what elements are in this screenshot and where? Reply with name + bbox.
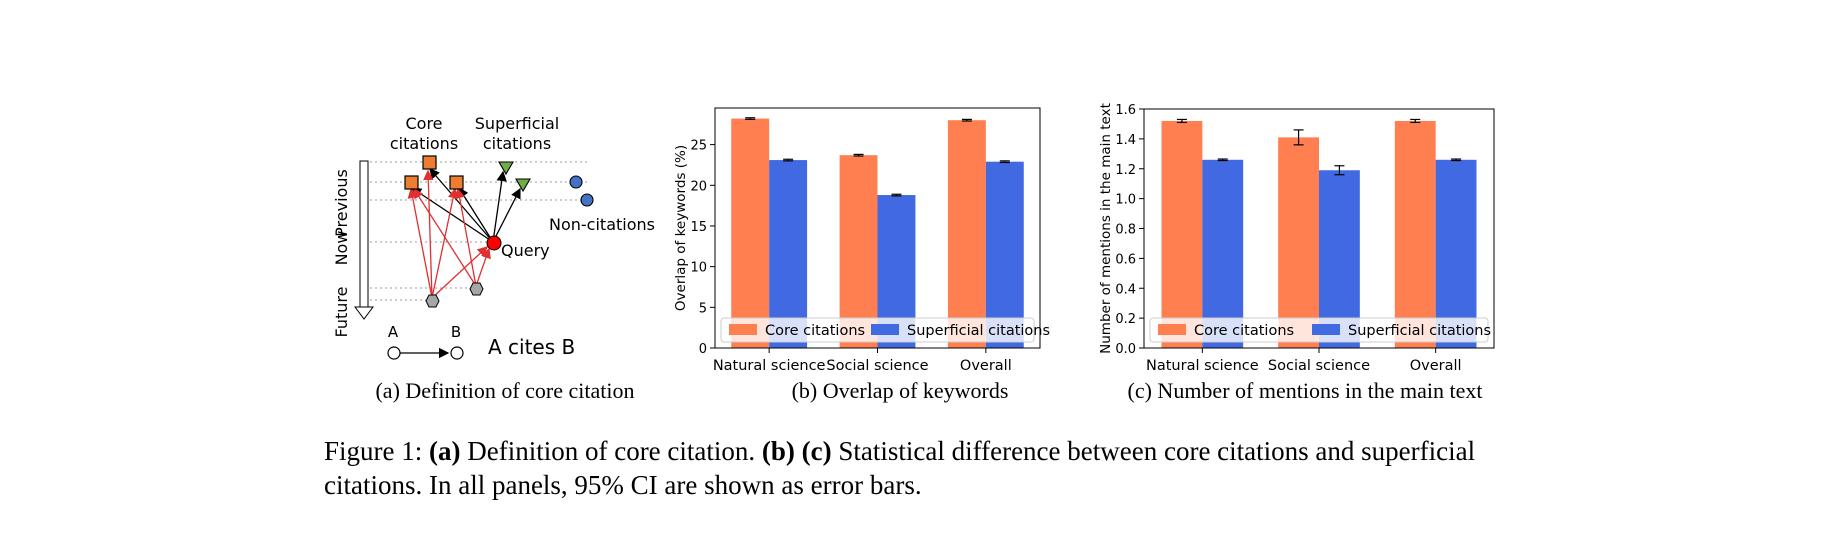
caption-prefix: Figure 1:	[324, 436, 429, 466]
non-citation-node	[580, 193, 594, 207]
x-tick-label: Social science	[1268, 358, 1370, 374]
time-label-now: Now	[332, 231, 351, 266]
legend-node-a	[387, 346, 401, 360]
legend-label: Core citations	[1194, 323, 1294, 339]
core-citation-node	[449, 175, 464, 190]
core-citations-label-2: citations	[390, 134, 458, 153]
subcaption-c: (c) Number of mentions in the main text	[1127, 378, 1483, 403]
query-label: Query	[501, 241, 550, 260]
bar	[1394, 120, 1436, 348]
legend-swatch	[729, 324, 757, 335]
core-citation-node	[422, 155, 437, 170]
time-label-previous: Previous	[332, 169, 351, 237]
future-citation-arrows	[407, 169, 491, 299]
legend-label: Superficial citations	[1348, 323, 1491, 339]
bar	[769, 160, 808, 348]
time-axis-arrow	[354, 160, 374, 320]
bar	[1161, 120, 1203, 348]
chart-b-panel: Core citations Superficial citations 0 5 10 1…	[660, 90, 1060, 380]
y-tick-label: 15	[690, 220, 707, 235]
caption-rest: Statistical difference between core cita…	[324, 436, 1476, 500]
caption-tag-a: (a)	[429, 436, 461, 466]
keyword-overlap-chart: Core citations Superficial citations 0 5 10 1…	[673, 107, 1050, 374]
superficial-citations-label-2: citations	[483, 134, 551, 153]
chart-c-panel: Core citations Superficial citations 0.0 0.…	[1090, 90, 1510, 380]
caption-text-a: Definition of core citation.	[460, 436, 762, 466]
y-tick-label: 1.0	[1115, 193, 1136, 208]
caption-tag-c: (c)	[801, 436, 832, 466]
x-tick-label: Overall	[1410, 358, 1462, 374]
legend-node-b-label: B	[451, 323, 461, 341]
legend-node-b	[450, 346, 464, 360]
bar	[839, 155, 878, 348]
y-tick-label: 0	[699, 342, 707, 357]
legend-swatch	[1158, 324, 1186, 335]
y-tick-label: 20	[690, 179, 707, 194]
non-citation-node	[569, 175, 583, 189]
x-tick-label: Overall	[960, 358, 1012, 374]
core-citation-node	[404, 175, 419, 190]
future-paper-node	[425, 294, 440, 308]
y-tick-label: 0.4	[1115, 282, 1136, 297]
superficial-citations-label: Superficial	[475, 114, 559, 133]
y-tick-label: 0.6	[1115, 252, 1136, 267]
y-tick-label: 1.4	[1115, 133, 1136, 148]
bar	[985, 161, 1024, 348]
bar	[1278, 137, 1319, 348]
y-tick-label: 10	[690, 261, 707, 276]
legend-label: Core citations	[765, 323, 865, 339]
x-tick-label: Natural science	[713, 358, 826, 374]
subcaption-b: (b) Overlap of keywords	[791, 378, 1009, 403]
bar	[1202, 159, 1244, 348]
y-tick-label: 25	[690, 139, 707, 154]
x-tick-label: Social science	[826, 358, 928, 374]
legend: Core citations Superficial citations	[1149, 317, 1491, 343]
y-tick-label: 0.2	[1115, 312, 1136, 327]
superficial-citation-node	[498, 161, 514, 176]
figure-caption: Figure 1: (a) Definition of core citatio…	[324, 434, 1524, 502]
legend-swatch	[871, 324, 899, 335]
subcaption-a: (a) Definition of core citation	[375, 378, 635, 403]
superficial-citation-node	[515, 178, 531, 193]
bar	[947, 120, 986, 348]
legend-node-a-label: A	[388, 323, 399, 341]
x-tick-label: Natural science	[1146, 358, 1259, 374]
y-tick-label: 5	[699, 301, 707, 316]
y-tick-label: 0.0	[1115, 342, 1136, 357]
caption-tag-b: (b)	[761, 436, 795, 466]
bar	[1435, 159, 1477, 348]
y-axis-label: Overlap of keywords (%)	[673, 145, 689, 311]
mentions-chart: Core citations Superficial citations 0.0 0.…	[1098, 103, 1495, 374]
bar	[731, 118, 770, 349]
diagram-panel: Previous Now Future Core citations Super…	[320, 100, 680, 380]
query-node	[486, 235, 502, 251]
legend-label: Superficial citations	[907, 323, 1050, 339]
non-citations-label: Non-citations	[549, 215, 655, 234]
future-paper-node	[469, 282, 484, 296]
core-citations-label: Core	[405, 114, 442, 133]
y-tick-label: 0.8	[1115, 223, 1136, 238]
time-label-future: Future	[332, 287, 351, 338]
core-citation-diagram: Previous Now Future Core citations Super…	[332, 114, 655, 360]
legend-text: A cites B	[488, 335, 575, 359]
y-tick-label: 1.2	[1115, 163, 1136, 178]
legend: Core citations Superficial citations	[720, 317, 1050, 343]
y-tick-label: 1.6	[1115, 103, 1136, 118]
legend-swatch	[1312, 324, 1340, 335]
y-axis-label: Number of mentions in the main text	[1098, 103, 1114, 354]
